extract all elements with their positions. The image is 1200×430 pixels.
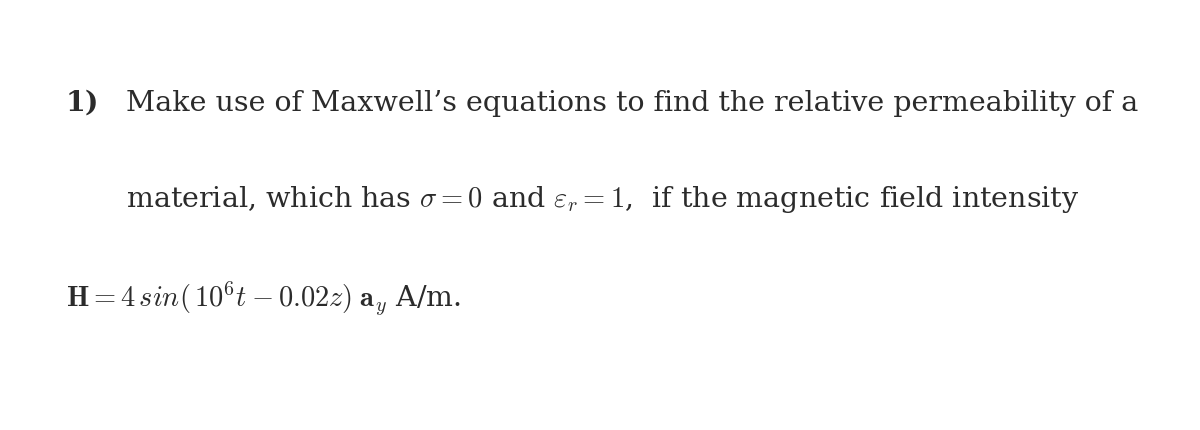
Text: material, which has $\sigma = 0$ and $\varepsilon_r = 1$,  if the magnetic field: material, which has $\sigma = 0$ and $\v… bbox=[126, 184, 1079, 215]
Text: $\mathbf{H} = 4\,sin(\,10^6t - 0.02z)\;\mathbf{a}_y$ A/m.: $\mathbf{H} = 4\,sin(\,10^6t - 0.02z)\;\… bbox=[66, 280, 461, 318]
Text: 1): 1) bbox=[66, 90, 100, 117]
Text: Make use of Maxwell’s equations to find the relative permeability of a: Make use of Maxwell’s equations to find … bbox=[126, 90, 1139, 117]
